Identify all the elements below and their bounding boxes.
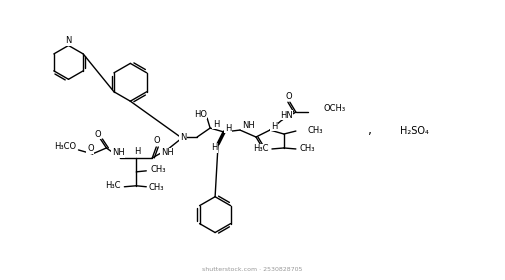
Text: H: H (213, 120, 219, 129)
Text: O: O (261, 146, 267, 155)
Text: H: H (225, 123, 231, 132)
Text: N: N (65, 36, 72, 45)
Text: CH₃: CH₃ (299, 144, 315, 153)
Text: CH₃: CH₃ (308, 125, 323, 135)
Text: OCH₃: OCH₃ (324, 104, 346, 113)
Text: O: O (87, 144, 94, 153)
Text: NH: NH (242, 121, 255, 130)
Text: O: O (154, 136, 161, 146)
Text: H: H (211, 143, 217, 153)
Text: O: O (286, 92, 292, 101)
Text: O: O (94, 130, 100, 139)
Text: CH₃: CH₃ (150, 165, 166, 174)
Text: ,: , (368, 123, 372, 137)
Text: CH₃: CH₃ (148, 183, 164, 192)
Text: H: H (134, 148, 140, 157)
Text: shutterstock.com · 2530828705: shutterstock.com · 2530828705 (202, 267, 302, 272)
Text: N: N (180, 132, 186, 141)
Text: NH: NH (161, 148, 174, 157)
Text: H₃C: H₃C (105, 181, 120, 190)
Text: HN: HN (280, 111, 293, 120)
Text: H₂SO₄: H₂SO₄ (400, 126, 429, 136)
Text: H₃C: H₃C (253, 144, 269, 153)
Text: H: H (271, 122, 277, 130)
Text: NH: NH (112, 148, 125, 157)
Text: HO: HO (193, 110, 207, 119)
Text: H₃CO: H₃CO (55, 143, 77, 151)
